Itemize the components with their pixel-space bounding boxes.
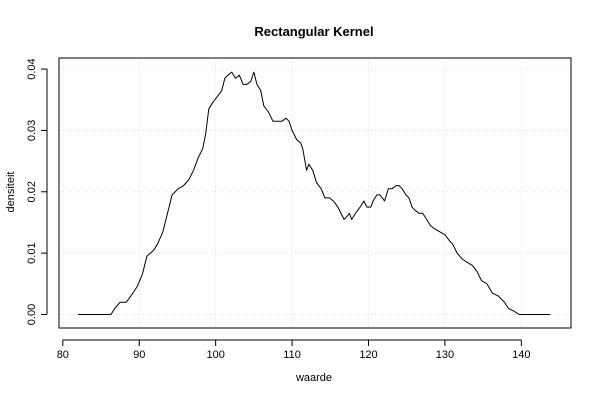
x-tick-label-2: 100 xyxy=(206,349,224,361)
axes-layer: 80 90 100 110 120 130 140 0.00 0.01 0.02 0.03 0.04 xyxy=(26,57,572,361)
x-tick-label-5: 130 xyxy=(436,349,454,361)
series-layer xyxy=(78,71,551,315)
y-tick-label-1: 0.01 xyxy=(26,242,38,263)
y-tick-label-0: 0.00 xyxy=(26,304,38,325)
x-tick-label-1: 90 xyxy=(133,349,145,361)
y-tick-label-3: 0.03 xyxy=(26,120,38,141)
x-tick-label-3: 110 xyxy=(283,349,301,361)
x-tick-label-6: 140 xyxy=(512,349,530,361)
plot-frame xyxy=(58,57,572,329)
x-axis-label: waarde xyxy=(295,372,332,384)
y-tick-label-4: 0.04 xyxy=(26,58,38,79)
chart-title: Rectangular Kernel xyxy=(254,24,373,39)
y-tick-label-2: 0.02 xyxy=(26,181,38,202)
grid-layer xyxy=(59,58,571,328)
y-axis-label: densiteit xyxy=(5,172,17,213)
x-tick-label-0: 80 xyxy=(57,349,69,361)
x-tick-label-4: 120 xyxy=(359,349,377,361)
density-line-0 xyxy=(78,71,551,315)
